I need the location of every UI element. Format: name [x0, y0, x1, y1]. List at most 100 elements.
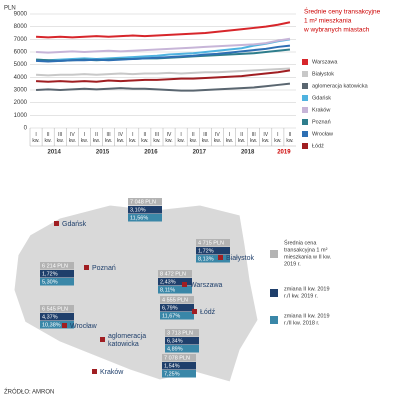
- x-tick-label: II kw.: [237, 132, 246, 144]
- city-name: Warszawa: [190, 282, 223, 289]
- city-name: Białystok: [226, 255, 255, 262]
- city-box: [128, 206, 162, 214]
- city-box: [196, 239, 230, 247]
- x-tick-label: II kw.: [286, 132, 294, 144]
- series-line: [35, 21, 291, 39]
- city-change-y: 11,56%: [130, 215, 148, 221]
- city-change-q: 1,72%: [198, 248, 214, 254]
- x-tick-label: III kw.: [56, 132, 64, 144]
- city-box: [160, 312, 194, 320]
- city-price: 3 713 PLN: [167, 330, 193, 336]
- city-marker: [182, 282, 187, 287]
- x-tick-label: III kw.: [104, 132, 113, 144]
- city-box: [158, 278, 192, 286]
- city-box: [40, 278, 74, 286]
- city-name: Łódź: [200, 309, 216, 316]
- legend-swatch: [302, 71, 308, 77]
- map-legend-swatch: [270, 250, 278, 258]
- city-box: [165, 337, 199, 345]
- legend-label: aglomeracja katowicka: [312, 83, 369, 89]
- x-tick-label: IV kw.: [213, 132, 222, 144]
- legend-swatch: [302, 107, 308, 113]
- map-legend-label: zmiana II kw. 2019 r./II kw. 2018 r.: [284, 314, 330, 327]
- city-box: [40, 305, 74, 313]
- y-axis-label: PLN: [4, 6, 16, 12]
- city-box: [40, 262, 74, 270]
- legend-swatch: [302, 59, 308, 65]
- series-line: [35, 37, 291, 54]
- city-box: [160, 296, 194, 304]
- city-name: Gdańsk: [62, 221, 87, 228]
- y-tick-label: 1000: [14, 113, 28, 119]
- city-name: Kraków: [100, 369, 124, 376]
- city-change-q: 3,10%: [130, 207, 146, 213]
- map-legend-swatch: [270, 289, 278, 297]
- city-change-y: 11,67%: [162, 313, 180, 319]
- y-tick-label: 2000: [14, 100, 28, 106]
- x-tick-label: III kw.: [153, 132, 161, 144]
- city-change-q: 1,54%: [164, 363, 180, 369]
- series-line: [35, 67, 291, 77]
- legend-label: Białystok: [312, 71, 334, 77]
- x-tick-label: IV kw.: [117, 132, 125, 144]
- city-box: [196, 255, 230, 263]
- city-price: 6 545 PLN: [42, 306, 68, 312]
- city-box: [162, 370, 196, 378]
- city-change-q: 2,43%: [160, 279, 176, 285]
- x-tick-label: I kw.: [129, 132, 137, 144]
- source: ŹRÓDŁO: AMRON: [4, 389, 54, 396]
- city-change-q: 4,37%: [42, 314, 58, 320]
- x-tick-label: IV kw.: [165, 132, 173, 144]
- city-change-y: 7,25%: [164, 371, 180, 377]
- year-label: 2016: [144, 150, 158, 156]
- city-box: [196, 247, 230, 255]
- city-marker: [192, 309, 197, 314]
- city-box: [162, 362, 196, 370]
- map-shape: [13, 204, 259, 383]
- x-tick-label: III kw.: [201, 132, 209, 144]
- city-price: 4 715 PLN: [198, 240, 224, 246]
- legend-swatch: [302, 83, 308, 89]
- city-box: [162, 354, 196, 362]
- city-change-y: 5,30%: [42, 279, 58, 285]
- city-box: [165, 329, 199, 337]
- x-tick-label: I kw.: [177, 132, 185, 144]
- city-marker: [62, 323, 67, 328]
- city-marker: [92, 369, 97, 374]
- city-change-q: 6,34%: [167, 338, 183, 344]
- year-label: 2014: [48, 150, 62, 156]
- city-name: Wrocław: [70, 323, 98, 330]
- legend-label: Poznań: [312, 119, 331, 125]
- city-box: [128, 198, 162, 206]
- series-line: [35, 38, 291, 62]
- legend-label: Gdańsk: [312, 95, 331, 101]
- x-tick-label: I kw.: [80, 132, 89, 144]
- legend-label: Wrocław: [312, 131, 333, 137]
- chart-title: Średnie ceny transakcyjne: [304, 7, 381, 16]
- y-tick-label: 0: [24, 126, 28, 132]
- legend-swatch: [302, 95, 308, 101]
- city-box: [128, 214, 162, 222]
- city-box: [40, 321, 74, 329]
- legend-label: Warszawa: [312, 59, 338, 65]
- city-box: [165, 345, 199, 353]
- y-tick-label: 4000: [14, 75, 28, 81]
- series-line: [35, 82, 291, 92]
- map-legend-label: zmiana II kw. 2019 r./I kw. 2019 r.: [284, 287, 330, 300]
- y-tick-label: 7000: [14, 37, 28, 43]
- city-price: 6 214 PLN: [42, 263, 68, 269]
- legend-label: Kraków: [312, 107, 330, 113]
- x-tick-label: II kw.: [44, 132, 52, 144]
- city-marker: [54, 221, 59, 226]
- chart-title: w wybranych miastach: [303, 27, 370, 34]
- city-change-y: 10,38%: [42, 322, 61, 328]
- legend-swatch: [302, 119, 308, 125]
- city-box: [160, 304, 194, 312]
- x-tick-label: IV kw.: [68, 132, 76, 144]
- year-label: 2015: [96, 150, 110, 156]
- x-tick-label: III kw.: [250, 132, 258, 144]
- city-change-y: 8,13%: [198, 256, 214, 262]
- legend-swatch: [302, 131, 308, 137]
- x-tick-label: II kw.: [141, 132, 149, 144]
